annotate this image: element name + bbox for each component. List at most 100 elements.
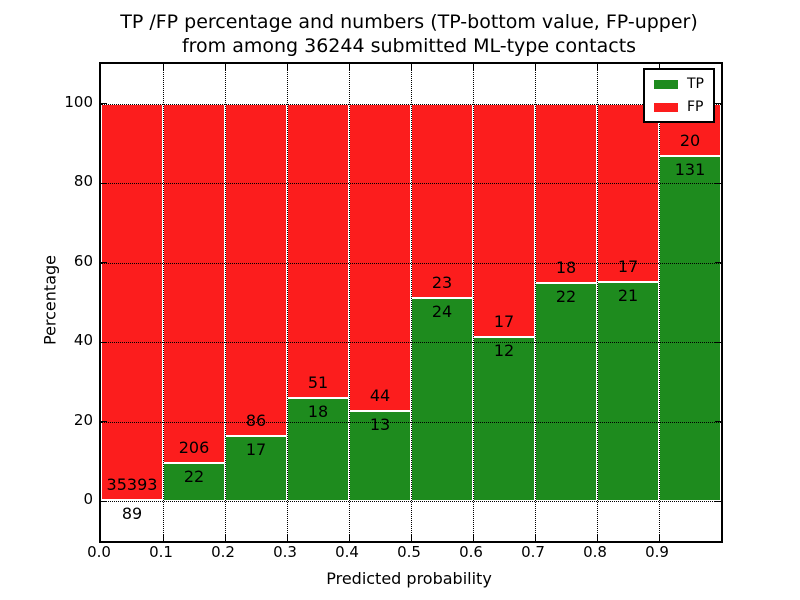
y-tick-mark [715,182,721,184]
x-tick-mark [286,535,288,541]
y-tick-label: 80 [73,172,93,191]
x-tick-mark [658,535,660,541]
bar-segment-fp [287,103,349,398]
x-tick-mark [534,535,536,541]
tp-count-label: 131 [674,160,706,180]
y-tick-mark [101,182,107,184]
fp-count-label: 17 [617,256,639,276]
bar-segment-fp [597,103,659,282]
bar-segment-tp [473,336,535,502]
y-tick-mark [715,341,721,343]
fp-count-label: 44 [369,385,391,405]
bar-segment-tp [349,410,411,502]
bar-segment-tp [535,282,597,502]
x-tick-mark [596,64,598,70]
tp-count-label: 21 [617,285,639,305]
x-tick-mark [472,64,474,70]
bar-segment-tp [287,397,349,502]
chart-title: TP /FP percentage and numbers (TP-bottom… [99,10,719,58]
tp-count-label: 24 [431,302,453,322]
legend-row-fp: FP [654,100,704,114]
fp-count-label: 20 [679,131,701,151]
plot-area: TP FP 35393 89 206 22 86 17 51 18 44 13 23 24 17 12 18 2… [99,62,723,543]
x-tick-label: 0.2 [211,543,235,561]
bar-segment-tp [163,462,225,502]
x-tick-label: 0.1 [149,543,173,561]
grid-line-vertical [597,64,598,541]
y-tick-mark [715,103,721,105]
bar-segment-tp [597,281,659,502]
x-tick-mark [286,64,288,70]
fp-count-label: 35393 [106,475,158,495]
x-tick-mark [658,64,660,70]
grid-line-vertical [287,64,288,541]
fp-count-label: 18 [555,257,577,277]
fp-count-label: 206 [178,437,210,457]
bar-segment-tp [411,298,473,502]
grid-line-vertical [225,64,226,541]
fp-count-label: 17 [493,311,515,331]
x-tick-mark [410,64,412,70]
legend-row-tp: TP [654,77,704,91]
legend-swatch-fp [654,102,678,112]
x-tick-label: 0.4 [335,543,359,561]
x-tick-label: 0.9 [645,543,669,561]
x-tick-mark [162,535,164,541]
x-tick-mark [410,535,412,541]
y-tick-label: 100 [64,92,93,111]
tp-count-label: 13 [369,414,391,434]
y-tick-mark [101,421,107,423]
y-tick-mark [715,262,721,264]
y-tick-mark [101,500,107,502]
legend-label-fp: FP [687,99,704,115]
grid-line-vertical [659,64,660,541]
grid-line-vertical [473,64,474,541]
fp-count-label: 51 [307,372,329,392]
legend-swatch-tp [654,79,678,89]
fp-count-label: 23 [431,273,453,293]
tp-count-label: 89 [121,504,143,524]
chart-title-line1: TP /FP percentage and numbers (TP-bottom… [120,11,698,33]
x-tick-label: 0.7 [521,543,545,561]
x-tick-mark [224,535,226,541]
x-tick-label: 0.6 [459,543,483,561]
legend-label-tp: TP [687,76,704,92]
x-tick-mark [596,535,598,541]
tp-count-label: 17 [245,439,267,459]
y-tick-mark [101,262,107,264]
y-tick-label: 60 [73,251,93,270]
bar-segment-fp [411,103,473,299]
y-tick-label: 40 [73,331,93,350]
bar-segment-tp [659,156,721,502]
grid-line-vertical [349,64,350,541]
y-tick-label: 20 [73,410,93,429]
bar-segment-fp [473,103,535,337]
grid-line-vertical [411,64,412,541]
bar-segment-fp [225,103,287,436]
x-tick-label: 0.3 [273,543,297,561]
x-tick-mark [162,64,164,70]
grid-line-vertical [163,64,164,541]
grid-line-vertical [535,64,536,541]
x-tick-mark [348,64,350,70]
tp-count-label: 22 [183,466,205,486]
legend: TP FP [643,68,715,123]
fp-count-label: 86 [245,410,267,430]
tp-count-label: 22 [555,286,577,306]
tp-count-label: 18 [307,401,329,421]
y-tick-mark [101,103,107,105]
tp-count-label: 12 [493,340,515,360]
y-tick-mark [715,421,721,423]
x-tick-mark [348,535,350,541]
y-tick-mark [715,500,721,502]
bar-segment-fp [163,103,225,463]
x-tick-mark [534,64,536,70]
x-axis-label: Predicted probability [326,569,492,588]
x-tick-label: 0.0 [87,543,111,561]
y-tick-mark [101,341,107,343]
bar-segment-fp [349,103,411,411]
x-tick-mark [224,64,226,70]
x-tick-label: 0.8 [583,543,607,561]
chart-title-line2: from among 36244 submitted ML-type conta… [181,35,637,57]
